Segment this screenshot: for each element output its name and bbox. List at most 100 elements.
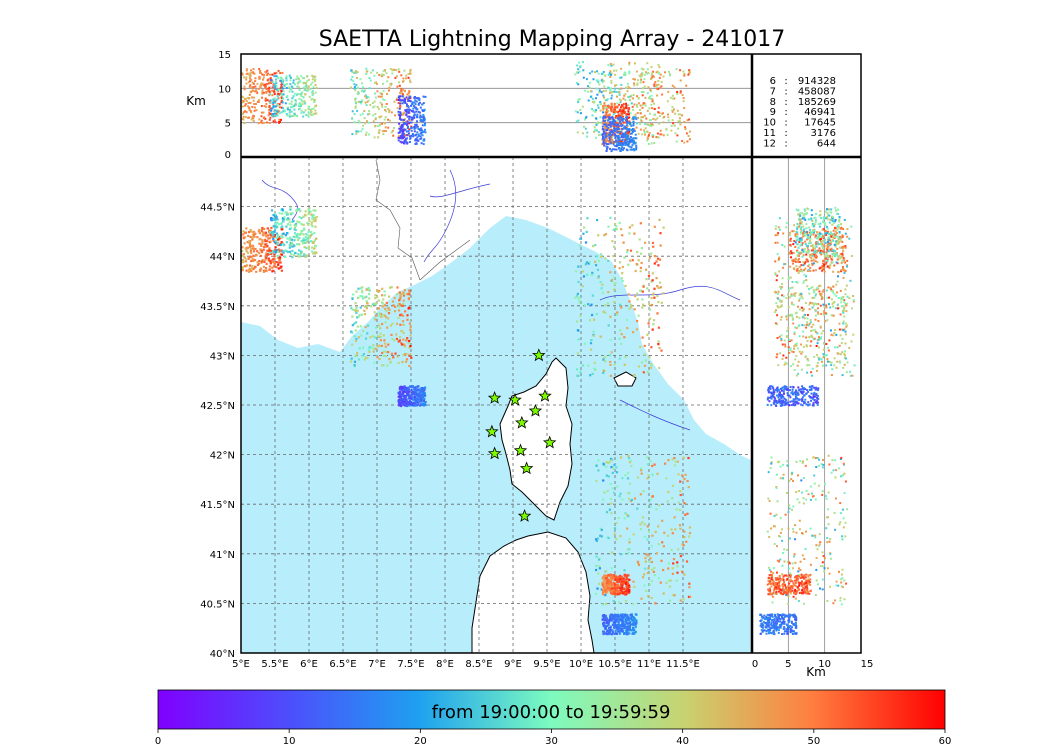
map-source-point — [362, 353, 365, 356]
map-source-point — [413, 390, 416, 393]
top-source-point — [620, 122, 623, 125]
map-source-point — [367, 288, 370, 292]
map-source-point — [422, 396, 425, 399]
top-source-point — [679, 79, 682, 82]
right-source-point — [832, 216, 834, 218]
right-source-point — [828, 267, 831, 269]
top-source-point — [312, 107, 315, 110]
map-source-point — [371, 303, 374, 306]
map-source-point — [621, 624, 624, 628]
top-source-point — [399, 111, 402, 114]
top-source-point — [395, 75, 398, 78]
top-source-point — [621, 146, 624, 149]
right-source-point — [794, 343, 797, 346]
right-source-point — [805, 230, 808, 233]
top-source-point — [608, 118, 611, 121]
top-source-point — [609, 76, 612, 78]
map-source-point — [679, 527, 682, 530]
right-source-point — [799, 251, 802, 254]
map-source-point — [399, 398, 402, 402]
map-source-point — [355, 290, 358, 293]
top-source-point — [600, 133, 603, 136]
top-source-point — [668, 73, 671, 75]
top-source-point — [398, 113, 401, 116]
right-source-point — [809, 228, 812, 231]
map-source-point — [590, 303, 593, 306]
right-source-point — [809, 287, 812, 290]
map-source-point — [288, 218, 291, 221]
map-source-point — [650, 362, 653, 365]
map-source-point — [575, 294, 578, 297]
map-source-point — [270, 249, 273, 252]
top-source-point — [576, 131, 579, 134]
top-source-point — [595, 97, 597, 100]
right-source-point — [795, 239, 798, 242]
top-source-point — [252, 99, 255, 102]
top-source-point — [599, 102, 602, 105]
top-source-point — [351, 110, 354, 113]
top-source-point — [393, 127, 395, 129]
map-source-point — [260, 230, 263, 233]
map-source-point — [617, 621, 620, 624]
map-source-point — [614, 589, 617, 592]
top-source-point — [631, 118, 634, 121]
map-source-point — [265, 269, 268, 273]
top-source-point — [381, 130, 384, 133]
map-source-point — [618, 576, 621, 579]
right-source-point — [816, 261, 819, 264]
top-source-point — [273, 119, 276, 122]
top-source-point — [261, 91, 264, 94]
map-source-point — [402, 354, 405, 357]
map-source-point — [272, 261, 275, 264]
map-source-point — [382, 298, 385, 301]
top-source-point — [632, 141, 635, 144]
right-source-point — [815, 345, 818, 347]
top-source-point — [248, 93, 251, 96]
top-source-point — [280, 118, 282, 121]
map-source-point — [636, 476, 640, 479]
map-source-point — [602, 618, 605, 621]
top-source-point — [623, 132, 626, 135]
top-source-point — [272, 101, 275, 104]
top-source-point — [315, 104, 318, 107]
map-source-point — [605, 630, 608, 633]
top-source-point — [372, 114, 375, 117]
top-source-point — [633, 82, 636, 85]
map-source-point — [632, 619, 635, 622]
map-source-point — [382, 314, 385, 317]
map-source-point — [251, 238, 254, 241]
top-source-point — [602, 130, 605, 133]
top-source-point — [599, 109, 602, 112]
top-source-point — [602, 121, 604, 124]
right-source-point — [797, 218, 800, 221]
top-source-point — [270, 82, 273, 84]
map-source-point — [300, 252, 303, 255]
top-source-point — [595, 128, 598, 131]
right-source-point — [831, 253, 834, 256]
top-source-point — [620, 106, 622, 109]
right-source-point — [819, 232, 822, 235]
top-source-point — [271, 73, 274, 76]
top-source-point — [355, 130, 358, 133]
map-source-point — [611, 590, 614, 593]
map-source-point — [367, 286, 370, 290]
top-source-point — [607, 143, 610, 146]
top-source-point — [620, 125, 623, 128]
top-source-point — [614, 134, 617, 137]
top-source-point — [280, 94, 283, 97]
right-source-point — [798, 257, 800, 260]
stat-value: 458087 — [798, 86, 836, 97]
top-source-point — [649, 124, 652, 127]
map-source-point — [596, 219, 599, 222]
top-source-point — [620, 131, 623, 134]
map-source-point — [671, 594, 675, 597]
top-source-point — [303, 77, 305, 79]
top-source-point — [359, 102, 362, 105]
top-source-point — [289, 110, 292, 113]
top-source-point — [644, 96, 647, 99]
top-source-point — [402, 96, 405, 99]
top-source-point — [408, 121, 411, 124]
right-source-point — [834, 219, 837, 221]
map-source-point — [405, 352, 408, 356]
top-source-point — [599, 116, 602, 119]
